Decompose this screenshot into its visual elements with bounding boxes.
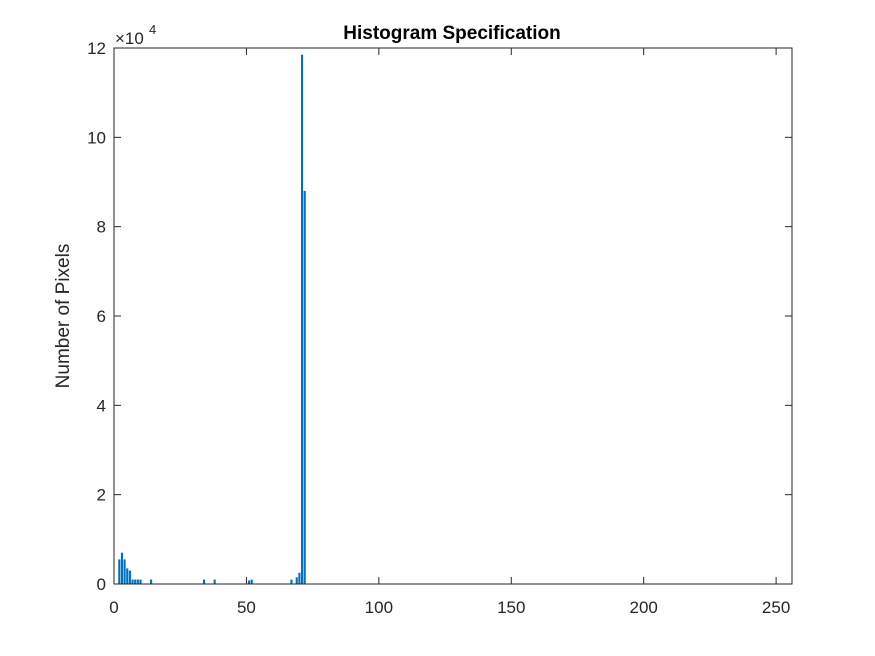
histogram-bar	[213, 579, 216, 584]
histogram-bar	[118, 559, 121, 584]
x-tick-label: 100	[365, 598, 393, 617]
y-tick-label: 10	[87, 128, 106, 147]
histogram-bar	[128, 570, 131, 584]
axes-group: 0 50 100 150 200 250 0 2 4 6 8 10 12	[87, 39, 793, 617]
histogram-bar	[131, 579, 134, 584]
histogram-bar	[303, 190, 306, 584]
y-tick-label: 6	[97, 307, 106, 326]
histogram-bar	[126, 568, 129, 584]
y-exponent-power: 4	[149, 22, 156, 37]
x-tick-label: 50	[237, 598, 256, 617]
y-exponent-multiplier: ×10 4	[115, 22, 156, 48]
y-tick-label: 4	[97, 396, 106, 415]
y-tick-label: 12	[87, 39, 106, 58]
axes-box	[113, 47, 793, 585]
histogram-bar	[295, 577, 298, 584]
y-axis-label: Number of Pixels	[53, 244, 74, 389]
x-tick-label: 150	[497, 598, 525, 617]
histogram-bar	[248, 580, 251, 584]
histogram-bar	[298, 572, 301, 584]
y-tick-label: 8	[97, 218, 106, 237]
y-exponent-base: ×10	[115, 29, 144, 48]
histogram-bar	[250, 579, 253, 584]
histogram-bar	[134, 579, 137, 584]
y-tick-label: 2	[97, 486, 106, 505]
histogram-bar	[150, 579, 153, 584]
y-tick-label: 0	[97, 575, 106, 594]
x-tick-label: 200	[630, 598, 658, 617]
histogram-bar	[202, 579, 206, 584]
histogram-bar	[139, 579, 142, 584]
x-tick-label: 250	[762, 598, 790, 617]
bar-series	[118, 54, 306, 584]
histogram-bar	[136, 579, 139, 584]
chart-title: Histogram Specification	[343, 23, 561, 44]
histogram-bar	[290, 579, 293, 584]
x-tick-label: 0	[109, 598, 118, 617]
histogram-bar	[120, 552, 124, 584]
histogram-bar	[123, 559, 126, 584]
histogram-bar	[300, 54, 304, 584]
